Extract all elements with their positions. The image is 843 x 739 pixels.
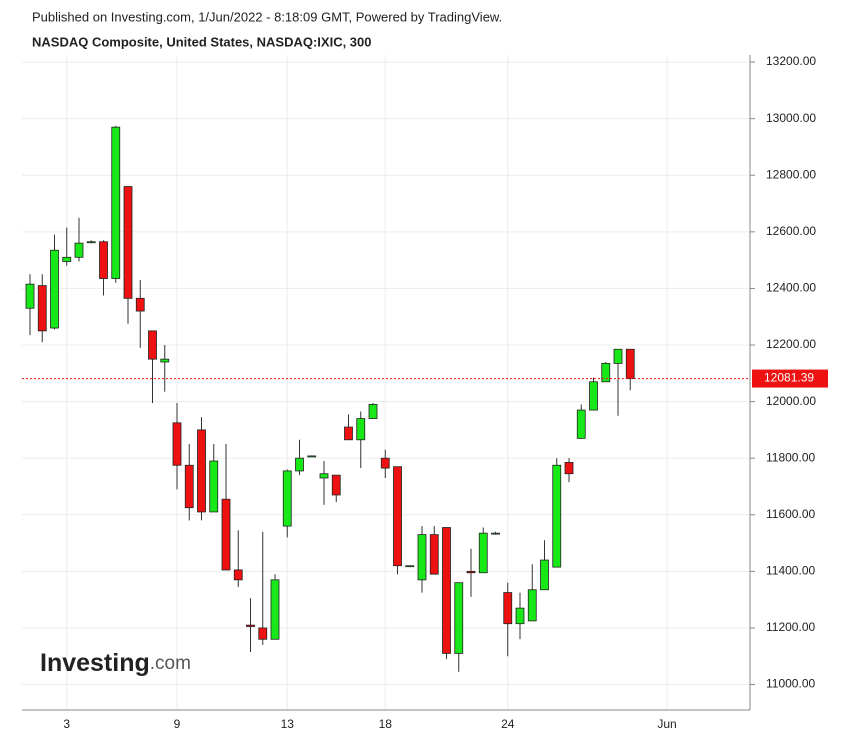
candle-body [380,457,390,469]
candle-body [405,565,415,568]
candle-body [417,534,427,581]
candle-body [589,381,598,411]
candle-body [393,466,402,567]
x-tick-label: Jun [657,717,676,731]
candle-body [270,579,280,640]
candle-body [307,455,317,458]
candle-body [282,470,292,527]
y-tick-label: 11400.00 [766,564,815,578]
y-tick-label: 12200.00 [766,337,816,351]
candle-body [184,464,194,509]
candle-body [172,422,182,466]
y-tick-label: 11200.00 [766,620,815,634]
candle-body [25,283,35,309]
candle-body [295,457,304,472]
candle-body [540,559,549,591]
candle-body [86,241,96,244]
candle-body [613,348,623,364]
candle-body [466,570,476,574]
candle-body [135,297,145,312]
candle-body [442,527,451,654]
grid [22,55,750,710]
candle-body [515,607,525,625]
x-tick-label: 9 [174,717,181,731]
candle-body [209,460,219,513]
y-tick-label: 12800.00 [766,167,816,181]
candle-body [478,532,488,574]
y-tick-label: 12600.00 [766,224,816,238]
candle-body [62,256,72,262]
watermark-brand: Investing [40,649,150,677]
y-tick-label: 11600.00 [766,507,815,521]
candle-body [601,363,611,383]
x-tick-label: 18 [379,717,393,731]
y-tick-label: 13000.00 [766,111,816,125]
candle-body [503,592,513,625]
x-tick-label: 24 [501,717,515,731]
candle-body [197,429,206,513]
candle-body [527,589,537,622]
watermark-suffix: .com [150,653,191,674]
candle-body [356,418,366,441]
last-price-box [752,369,828,388]
candle-body [319,473,329,479]
y-tick-label: 13200.00 [766,54,816,68]
candle-body [233,569,243,581]
candle-body [625,348,635,379]
x-tick-label: 3 [63,717,70,731]
y-tick-label: 12400.00 [766,281,816,295]
candle-body [123,186,133,299]
candle-body [111,126,121,279]
chart-title: NASDAQ Composite, United States, NASDAQ:… [32,34,372,49]
candle-body [429,534,439,575]
published-note: Published on Investing.com, 1/Jun/2022 -… [32,9,502,24]
candle-body [246,624,255,627]
candle-body [50,249,59,329]
candle-body [74,242,84,258]
x-tick-label: 13 [281,717,295,731]
candle-body [258,627,268,640]
candle-body [37,285,47,332]
candle-body [331,474,341,496]
candle-body [564,462,574,475]
last-price-label: 12081.39 [764,371,814,385]
y-tick-label: 12000.00 [766,394,816,408]
watermark: Investing.com [40,649,191,677]
candle-body [552,464,562,568]
y-tick-label: 11000.00 [766,677,815,691]
y-tick-label: 11800.00 [766,450,815,464]
candle-body [160,358,170,363]
candle-body [454,582,464,654]
candle-body [491,532,500,535]
candle-body [221,498,231,571]
candle-body [368,404,378,419]
candles [25,125,635,672]
candle-body [99,241,108,279]
candle-body [148,330,157,360]
candle-body [576,409,586,439]
candle-body [344,426,353,441]
